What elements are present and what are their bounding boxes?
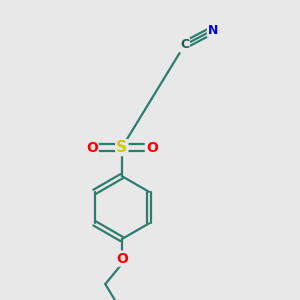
Text: O: O [86, 141, 98, 154]
Text: C: C [180, 38, 189, 52]
Text: N: N [208, 23, 218, 37]
Text: O: O [116, 252, 128, 266]
Text: O: O [146, 141, 158, 154]
Text: S: S [116, 140, 127, 155]
